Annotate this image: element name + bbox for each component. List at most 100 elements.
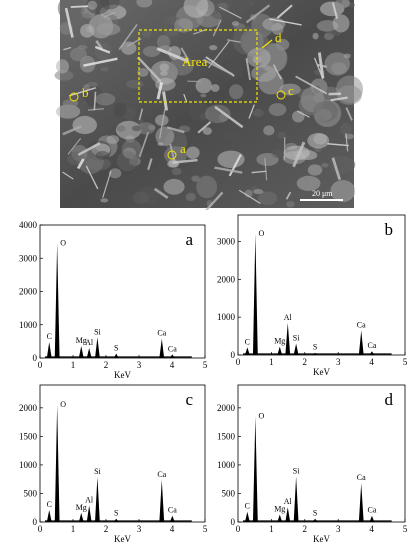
sem-needle [138, 108, 144, 121]
y-tick-label: 3000 [217, 236, 236, 246]
sem-needle [285, 191, 292, 200]
sem-grain [100, 198, 109, 203]
sem-grain [136, 0, 153, 8]
y-tick-label: 1500 [19, 431, 38, 441]
x-tick-label: 1 [71, 524, 76, 534]
sem-grain [209, 44, 218, 51]
sem-needle [153, 187, 169, 200]
y-tick-label: 500 [24, 488, 38, 498]
sem-grain [121, 41, 137, 55]
peak-label-Ca: Ca [157, 470, 166, 479]
sem-needle [212, 19, 222, 37]
x-tick-label: 2 [104, 360, 109, 370]
sem-grain [137, 122, 156, 135]
peak-Al [285, 507, 291, 522]
pointer-arrow-d [261, 39, 273, 49]
sem-needle [197, 121, 212, 134]
sem-needle [272, 64, 282, 80]
peak-label-Ca: Ca [168, 344, 177, 353]
x-tick-label: 2 [104, 524, 109, 534]
sem-grain [200, 93, 207, 98]
sem-grain [142, 29, 152, 38]
sem-grain [223, 64, 244, 81]
y-tick-label: 1000 [19, 460, 38, 470]
sem-grain [307, 164, 323, 176]
sem-grain [83, 84, 90, 91]
x-tick-label: 1 [269, 524, 274, 534]
sem-needle [166, 126, 185, 134]
sem-needle [180, 47, 189, 60]
x-tick-label: 5 [203, 524, 208, 534]
y-tick-label: 0 [231, 517, 236, 527]
panel-label: d [385, 390, 394, 409]
sem-needle [202, 58, 234, 76]
x-tick-label: 4 [369, 357, 374, 367]
sem-needle [313, 57, 324, 80]
point-marker-a [167, 150, 177, 160]
peak-label-Ca: Ca [357, 320, 366, 329]
sem-needle [276, 4, 293, 19]
sem-grain [226, 1, 246, 15]
sem-grain [72, 115, 97, 135]
peak-label-C: C [245, 337, 250, 346]
peak-Al [285, 322, 291, 355]
sem-needle [138, 131, 149, 158]
sem-grain [253, 188, 264, 195]
point-marker-c [276, 90, 286, 100]
x-tick-label: 0 [236, 524, 241, 534]
peak-Al [86, 348, 92, 358]
sem-grain [321, 163, 329, 168]
peak-label-S: S [313, 509, 317, 518]
sem-grain [137, 67, 149, 77]
sem-grain [87, 0, 98, 10]
sem-needle [126, 38, 142, 47]
peak-label-Al: Al [85, 338, 94, 347]
sem-needle [327, 143, 349, 147]
sem-needle [345, 133, 349, 152]
panel-label: c [185, 390, 193, 409]
area-label: Area [182, 54, 207, 69]
sem-micrograph: Area d b c a 20 μm [54, 0, 364, 210]
sem-grain [336, 75, 364, 103]
peak-O [54, 243, 60, 358]
panel-label: a [185, 230, 193, 249]
sem-grain [86, 81, 98, 88]
sem-grain [155, 114, 169, 126]
peak-S [312, 518, 318, 522]
sem-needle [103, 11, 116, 18]
peak-label-Al: Al [284, 313, 293, 322]
peak-Mg [78, 346, 84, 358]
x-tick-label: 5 [203, 360, 208, 370]
y-tick-label: 1000 [217, 312, 236, 322]
y-tick-label: 0 [33, 353, 38, 363]
sem-grain [57, 0, 85, 21]
sem-grain [330, 180, 356, 203]
peak-O [54, 404, 60, 522]
x-tick-label: 3 [336, 524, 341, 534]
sem-needle [63, 46, 72, 51]
sem-grain [257, 191, 278, 205]
y-tick-label: 1000 [19, 320, 38, 330]
sem-grain [248, 1, 255, 6]
peak-Si [95, 476, 100, 522]
sem-grain [183, 0, 209, 18]
x-tick-label: 0 [38, 524, 43, 534]
plot-frame [237, 214, 406, 356]
sem-needle [245, 58, 252, 81]
sem-needle [93, 91, 97, 111]
peak-label-Si: Si [94, 467, 101, 476]
x-tick-label: 4 [369, 524, 374, 534]
peak-O [252, 416, 258, 522]
sem-grain [171, 167, 182, 176]
point-label-c: c [288, 83, 294, 98]
peak-label-Mg: Mg [76, 503, 87, 512]
peak-Ca [159, 479, 165, 522]
peak-label-Ca: Ca [357, 473, 366, 482]
sem-grain [56, 59, 69, 74]
sem-grain [332, 14, 350, 33]
sem-grain [95, 150, 110, 160]
x-tick-label: 2 [303, 357, 308, 367]
